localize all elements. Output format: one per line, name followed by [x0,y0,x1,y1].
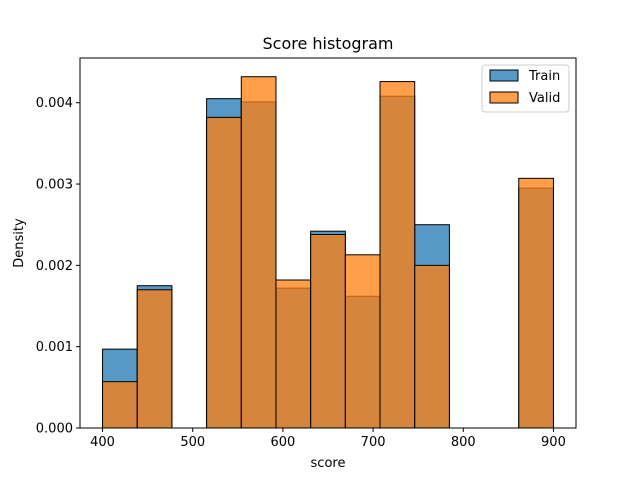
x-tick-label-500: 500 [180,435,205,450]
y-tick-label-0: 0.000 [36,422,73,437]
legend-label-train: Train [528,69,560,84]
bar-valid-3 [206,116,242,429]
y-tick-label-2: 0.002 [36,259,73,274]
x-tick-label-700: 700 [361,435,386,450]
bar-valid-8 [379,81,416,429]
legend: Train Valid [481,64,570,113]
x-tick-label-400: 400 [90,435,115,450]
bar-valid-0 [102,381,138,429]
x-axis-ticks: 400 500 600 700 800 900 [90,428,566,450]
legend-label-valid: Valid [529,91,560,106]
y-axis-ticks: 0.000 0.001 0.002 0.003 0.004 [36,96,80,437]
bar-valid-6 [310,233,346,429]
bar-valid-12 [518,177,554,429]
chart-title: Score histogram [262,34,393,53]
x-tick-label-800: 800 [451,435,476,450]
y-tick-label-3: 0.003 [36,178,73,193]
y-axis-label: Density [12,218,27,268]
bar-valid-4 [240,76,277,429]
bar-valid-7 [344,254,381,429]
legend-swatch-train [489,69,519,82]
y-tick-label-4: 0.004 [36,96,73,111]
x-tick-label-600: 600 [270,435,295,450]
bar-valid-9 [414,264,450,429]
legend-swatch-valid [489,91,519,104]
x-axis-label: score [311,456,346,471]
bar-valid-1 [136,289,173,429]
bar-valid-5 [275,279,312,429]
bars-layer [102,76,554,429]
y-tick-label-1: 0.001 [36,340,73,355]
axes-frame [79,57,577,429]
x-tick-label-900: 900 [541,435,566,450]
